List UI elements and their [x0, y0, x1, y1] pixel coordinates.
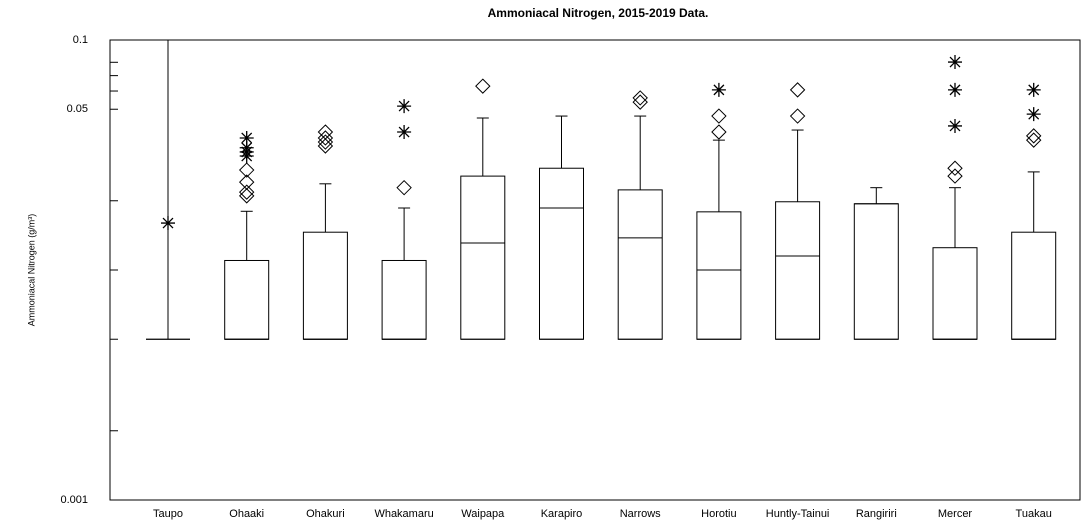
x-tick-label: Whakamaru [374, 508, 433, 520]
x-tick-label: Ohaaki [229, 508, 264, 520]
outlier [317, 134, 334, 150]
x-tick-label: Horotiu [701, 508, 736, 520]
outlier [1025, 128, 1042, 144]
outlier [475, 78, 491, 94]
outlier [789, 108, 806, 124]
box [302, 231, 348, 340]
extreme [948, 118, 962, 133]
outlier [317, 130, 334, 146]
outlier [317, 138, 334, 154]
extreme [239, 130, 254, 145]
outlier [711, 108, 727, 124]
extreme [711, 82, 726, 97]
outlier [711, 124, 727, 140]
extreme [948, 82, 962, 97]
extreme [161, 216, 175, 231]
extreme [1026, 82, 1041, 97]
outlier [632, 94, 648, 110]
x-tick-label: Narrows [620, 508, 661, 520]
box [696, 211, 742, 340]
outlier [238, 184, 255, 200]
box [853, 203, 899, 340]
x-tick-label: Mercer [938, 508, 973, 520]
outlier [947, 160, 963, 176]
y-tick-label: 0.05 [67, 103, 88, 115]
box [775, 201, 821, 340]
outlier [317, 124, 334, 140]
box [617, 189, 663, 340]
outlier [238, 188, 255, 204]
chart-title: Ammoniacal Nitrogen, 2015-2019 Data. [488, 6, 709, 20]
box [932, 247, 978, 340]
outlier [947, 168, 963, 184]
extreme [239, 149, 254, 164]
y-tick-label: 0.1 [73, 34, 88, 46]
y-axis-label: Ammoniacal Nitrogen (g/m³) [26, 214, 36, 327]
x-tick-label: Rangiriri [856, 508, 897, 520]
x-tick-label: Tuakau [1016, 508, 1052, 520]
extreme [397, 99, 412, 114]
outlier [238, 162, 255, 178]
box [224, 259, 270, 340]
box [381, 259, 427, 340]
outlier [632, 90, 648, 106]
extreme [1026, 107, 1041, 122]
box [539, 167, 584, 340]
extreme [948, 55, 962, 70]
outlier [1025, 132, 1042, 148]
outlier [396, 179, 412, 196]
extreme [397, 125, 412, 140]
x-tick-label: Huntly-Tainui [766, 508, 830, 520]
plot-frame [109, 39, 1081, 501]
x-tick-label: Ohakuri [306, 508, 345, 520]
box [460, 175, 506, 340]
y-tick-label: 0.001 [60, 494, 88, 506]
x-tick-label: Waipapa [461, 508, 505, 520]
box [1011, 231, 1057, 340]
outlier [789, 82, 806, 98]
x-tick-label: Taupo [153, 508, 183, 520]
x-tick-label: Karapiro [541, 508, 583, 520]
